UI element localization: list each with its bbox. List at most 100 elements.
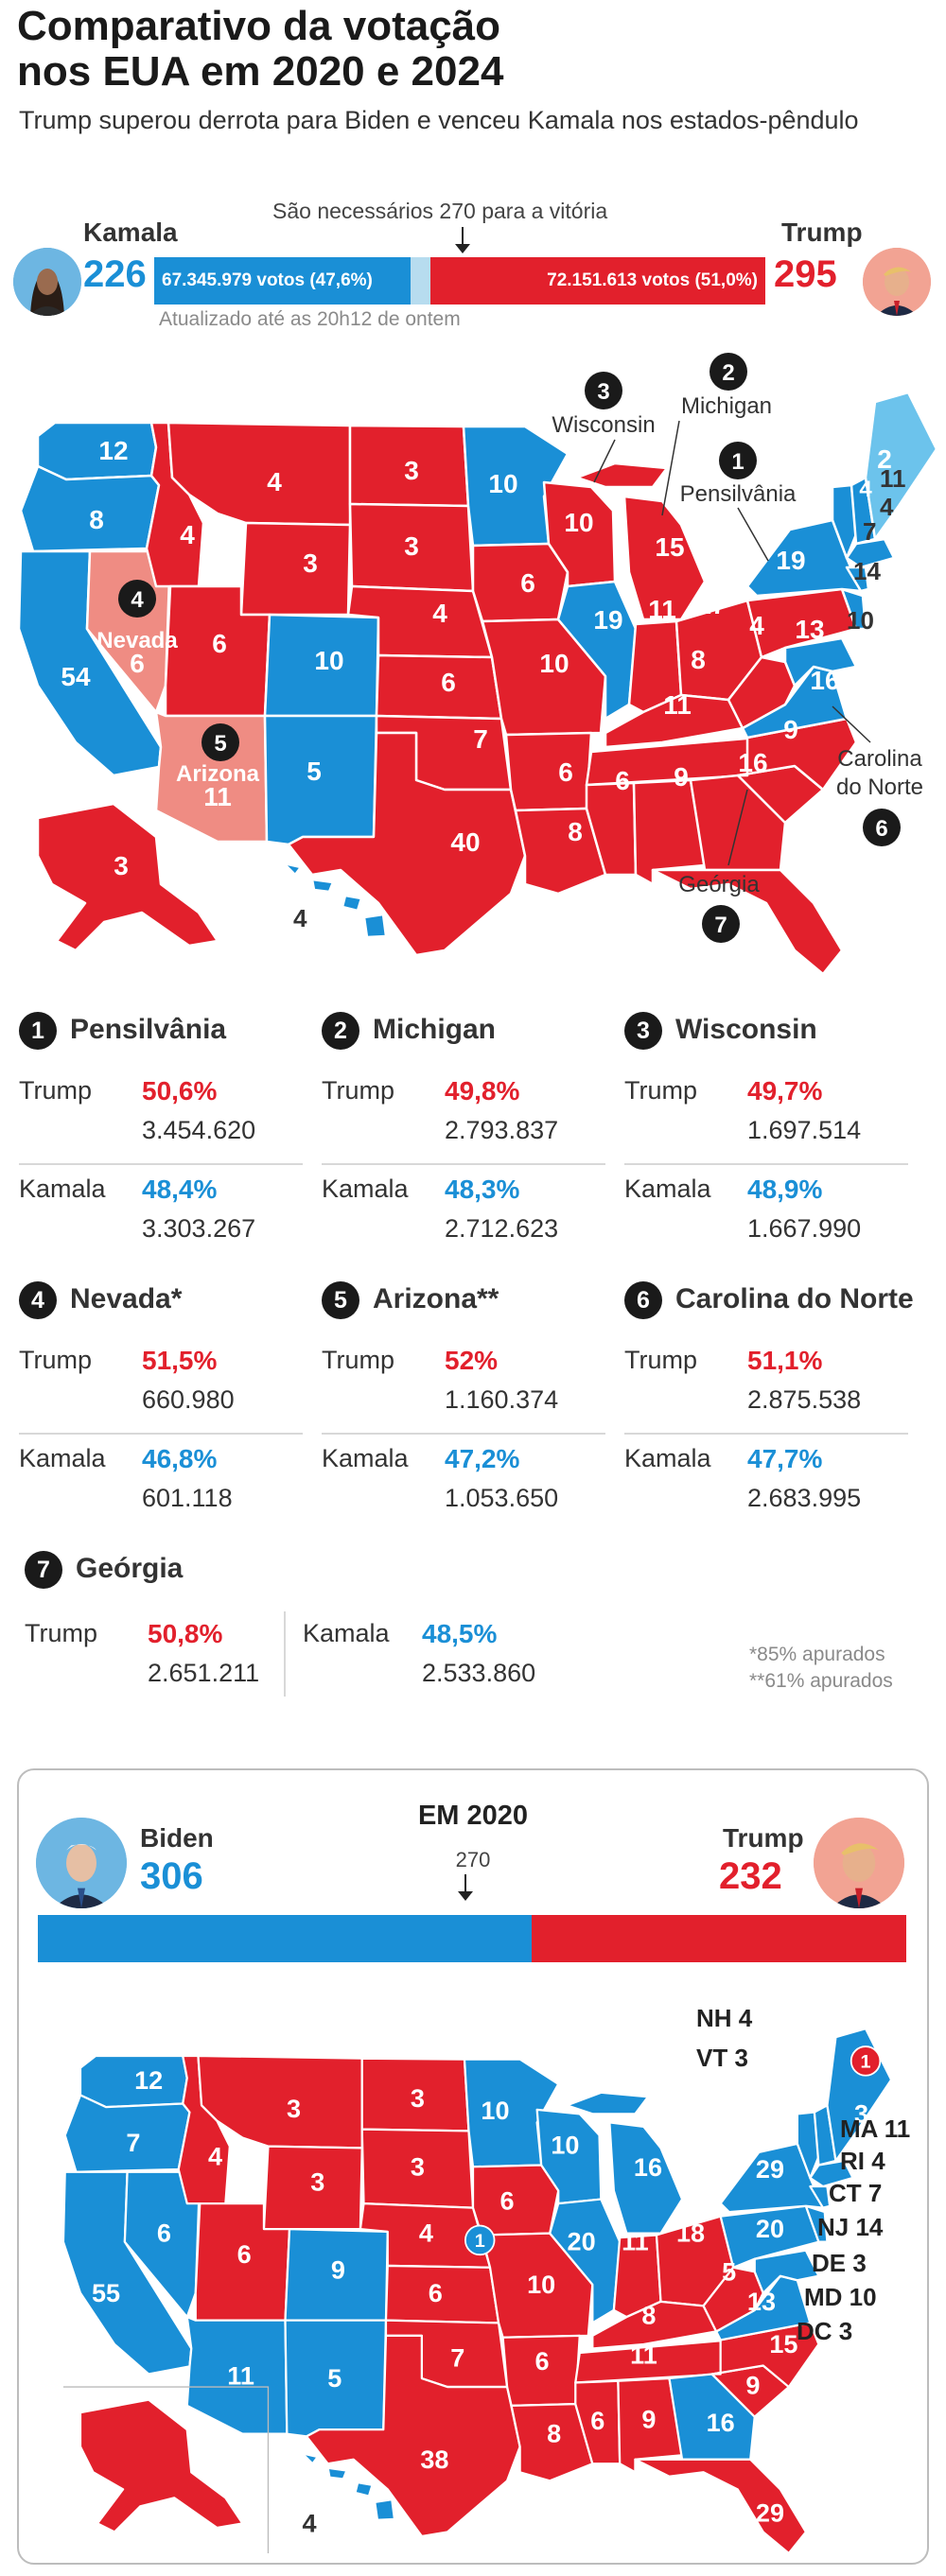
kamala-name: Kamala (83, 218, 178, 247)
outer-ev-labels-2024: 11 4 7 14 10 4 (293, 464, 906, 932)
svg-text:10: 10 (539, 649, 569, 678)
svg-text:8: 8 (641, 2301, 656, 2329)
svg-text:Pensilvânia: Pensilvânia (680, 481, 797, 507)
svg-text:10: 10 (481, 2097, 509, 2125)
state-ar (504, 731, 593, 812)
svg-text:5: 5 (214, 731, 226, 757)
svg-text:4: 4 (131, 587, 144, 613)
svg-text:3: 3 (99, 2483, 114, 2512)
callouts-2024: 3 Wisconsin 2 Michigan 1 Pensilvânia 4 N… (96, 353, 923, 943)
state-fl (651, 868, 844, 974)
svg-text:4: 4 (208, 2142, 222, 2170)
svg-text:6: 6 (520, 568, 535, 598)
state-nc (736, 717, 858, 792)
svg-text:55: 55 (92, 2279, 120, 2307)
svg-text:3: 3 (411, 2152, 425, 2181)
state-name: Carolina do Norte (675, 1283, 914, 1314)
title-2020: EM 2020 (417, 1801, 529, 1831)
svg-text:11: 11 (663, 690, 692, 720)
svg-text:4: 4 (303, 2509, 317, 2537)
biden-bar (38, 1915, 533, 1962)
svg-text:11: 11 (622, 2228, 649, 2256)
page-title: Comparativo da votação nos EUA em 2020 e… (17, 3, 504, 95)
svg-text:6: 6 (500, 2186, 515, 2215)
svg-text:30: 30 (783, 844, 813, 874)
svg-text:7: 7 (714, 913, 727, 938)
svg-text:3: 3 (287, 2095, 301, 2123)
svg-text:7: 7 (126, 2129, 140, 2157)
svg-text:11: 11 (880, 464, 906, 493)
map-2020: 12 7 55 6 4 3 3 6 11 9 5 3 3 4 6 7 3 8 10… (61, 2027, 893, 2553)
trump-bar: 72.151.613 votos (51,0%) (429, 257, 765, 305)
svg-text:3: 3 (411, 2084, 425, 2113)
svg-text:8: 8 (568, 817, 583, 846)
svg-text:19: 19 (593, 605, 622, 635)
svg-text:19: 19 (776, 546, 805, 575)
svg-text:11: 11 (630, 2341, 657, 2370)
svg-text:3: 3 (303, 548, 318, 578)
state-ak (36, 802, 219, 952)
svg-text:6: 6 (535, 2347, 550, 2376)
svg-text:4: 4 (180, 520, 195, 549)
svg-text:8: 8 (89, 505, 104, 534)
svg-text:Michigan: Michigan (681, 393, 772, 419)
svg-text:7: 7 (450, 2343, 464, 2372)
svg-text:7: 7 (863, 517, 876, 546)
threshold-note: São necessários 270 para a vitória (272, 199, 608, 223)
state-wy (239, 521, 352, 617)
threshold-2020: 270 (455, 1848, 491, 1871)
state-ms (585, 781, 638, 877)
swing-results: 1 Pensilvânia Trump 50,6% 3.454.620 Kama… (0, 1012, 946, 1712)
svg-text:2: 2 (877, 444, 892, 474)
svg-text:10: 10 (527, 2271, 555, 2299)
svg-text:16: 16 (634, 2153, 662, 2182)
ev-bar-2020 (38, 1915, 906, 1962)
svg-text:20: 20 (756, 2215, 784, 2243)
svg-text:Carolina: Carolina (837, 746, 922, 772)
svg-text:18: 18 (676, 2219, 705, 2248)
svg-text:5: 5 (327, 2364, 342, 2393)
threshold-arrowhead-2020-icon (458, 1891, 473, 1901)
svg-text:9: 9 (331, 2255, 345, 2284)
svg-text:11: 11 (227, 2361, 254, 2390)
threshold-arrow-2020 (464, 1874, 466, 1895)
biden-ev: 306 (140, 1855, 203, 1897)
svg-text:8: 8 (691, 645, 706, 674)
svg-text:29: 29 (756, 2155, 784, 2184)
trump-ev-2024: 295 (774, 253, 837, 295)
footnote-2: **61% apurados (749, 1670, 893, 1692)
biden-avatar (36, 1818, 127, 1908)
svg-text:Arizona: Arizona (176, 761, 260, 787)
svg-text:10: 10 (488, 469, 517, 498)
svg-text:10: 10 (551, 2132, 579, 2160)
trump-name-2020: Trump (723, 1823, 804, 1853)
kamala-bar: 67.345.979 votos (47,6%) (154, 257, 412, 305)
split-markers-2020: 1 1 (464, 2045, 882, 2256)
threshold-arrowhead-icon (455, 244, 470, 253)
footnote-1: *85% apurados (749, 1644, 885, 1665)
svg-text:1: 1 (731, 449, 744, 475)
update-note: Atualizado até as 20h12 de ontem (159, 308, 461, 330)
threshold-arrow (462, 227, 464, 250)
svg-text:Geórgia: Geórgia (678, 872, 760, 897)
svg-text:14: 14 (853, 557, 881, 585)
svg-text:54: 54 (61, 662, 91, 691)
trump-name-2024: Trump (781, 218, 863, 247)
trump-bar-2020 (532, 1915, 906, 1962)
state-me (864, 391, 938, 541)
svg-text:6: 6 (212, 629, 227, 658)
state-hi (282, 862, 388, 939)
svg-text:6: 6 (157, 2219, 171, 2248)
state-name: Geórgia (76, 1553, 184, 1584)
state-name: Pensilvânia (70, 1014, 227, 1045)
svg-text:6: 6 (130, 649, 145, 678)
svg-text:12: 12 (134, 2066, 163, 2095)
state-nj (840, 587, 867, 631)
svg-text:15: 15 (655, 532, 684, 562)
badge-5: 5 (322, 1281, 359, 1319)
svg-text:1: 1 (861, 2052, 871, 2073)
svg-text:4: 4 (749, 611, 764, 640)
svg-text:3: 3 (310, 2168, 324, 2197)
svg-text:11: 11 (203, 782, 232, 811)
svg-text:2: 2 (722, 360, 734, 386)
